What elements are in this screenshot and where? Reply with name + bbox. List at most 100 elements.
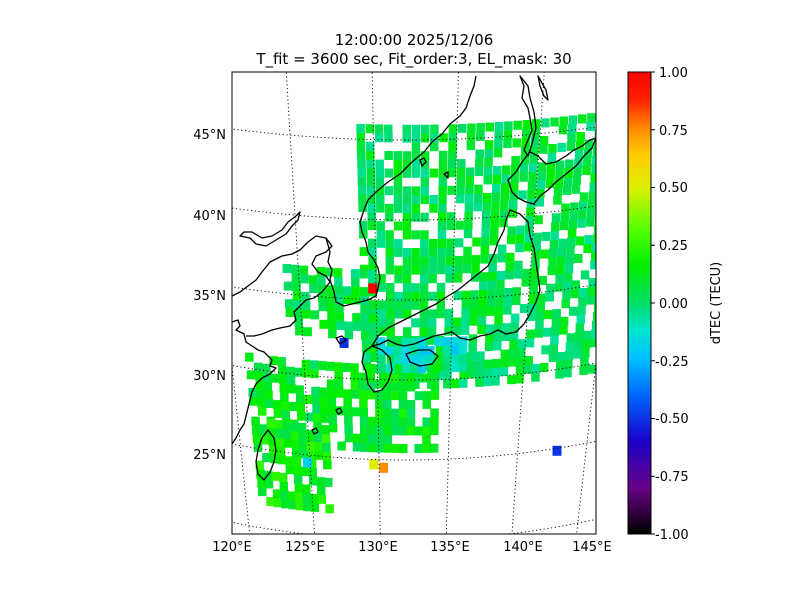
dtec-cell: [333, 268, 343, 278]
dtec-cell: [334, 371, 343, 381]
dtec-cell: [320, 413, 330, 423]
dtec-cell: [590, 260, 596, 270]
dtec-cell: [593, 225, 596, 235]
dtec-cell: [367, 425, 377, 435]
dtec-cell: [303, 394, 313, 404]
dtec-cell: [514, 260, 523, 270]
dtec-cell: [378, 318, 387, 327]
dtec-cell: [288, 402, 298, 411]
dtec-cell: [393, 195, 403, 205]
dtec-cell: [591, 251, 596, 261]
dtec-cell: [512, 296, 521, 305]
dtec-cell: [615, 265, 624, 274]
dtec-cell: [459, 336, 468, 346]
colorbar: 1.00 0.75 0.50 0.25 0.00 -0.25 -0.50 -0.…: [627, 66, 724, 543]
coast-china: [232, 319, 277, 445]
dtec-cell: [369, 331, 378, 341]
dtec-cell: [545, 179, 555, 189]
dtec-cell: [499, 209, 509, 219]
dtec-cell: [262, 372, 272, 382]
dtec-cell: [444, 326, 453, 336]
dtec-cell: [386, 300, 395, 310]
dtec-cell: [325, 267, 334, 277]
dtec-cell: [501, 332, 511, 341]
dtec-cell: [595, 285, 596, 295]
dtec-cell: [472, 237, 481, 247]
dtec-cell: [586, 217, 595, 227]
dtec-cell: [488, 271, 497, 281]
dtec-cell: [479, 281, 488, 290]
dtec-cell: [603, 293, 612, 302]
dtec-cell: [537, 293, 546, 303]
dtec-cell: [510, 313, 520, 323]
dtec-cell: [398, 417, 408, 427]
dtec-cell: [495, 288, 505, 298]
dtec-cell: [391, 408, 400, 418]
dtec-cell: [378, 326, 387, 336]
dtec-cell: [358, 220, 368, 230]
dtec-cell: [256, 469, 265, 479]
dtec-cell: [499, 367, 509, 377]
dtec-cell: [539, 144, 548, 154]
dtec-cell: [368, 278, 377, 288]
dtec-cell: [318, 302, 327, 312]
coast-island-1: [419, 157, 427, 167]
dtec-cell: [576, 132, 585, 141]
dtec-cell: [611, 222, 620, 231]
dtec-cell: [272, 489, 282, 499]
lon-tick-label-120: 120°E: [212, 540, 252, 555]
dtec-cell: [394, 247, 403, 257]
dtec-cell: [496, 271, 505, 280]
dtec-cell: [457, 123, 467, 133]
dtec-cell: [555, 273, 564, 283]
title-line-2: T_fit = 3600 sec, Fit_order:3, EL_mask: …: [256, 50, 572, 68]
dtec-cell: [492, 166, 502, 175]
dtec-cell: [414, 444, 423, 453]
dtec-cell: [335, 388, 344, 398]
dtec-cell: [356, 123, 365, 133]
dtec-cell: [532, 241, 541, 251]
dtec-cell: [409, 355, 419, 365]
dtec-cell: [336, 321, 345, 330]
dtec-cell: [309, 360, 319, 370]
dtec-cell: [276, 446, 286, 456]
dtec-cell: [375, 434, 385, 444]
dtec-cell: [456, 176, 465, 186]
dtec-cell: [539, 136, 549, 145]
map-frame: [231, 71, 597, 535]
dtec-cell: [306, 432, 315, 442]
dtec-cell: [453, 273, 463, 283]
dtec-cell: [398, 408, 408, 418]
dtec-cell: [469, 316, 478, 326]
dtec-cell: [302, 484, 311, 494]
dtec-cell: [516, 225, 525, 235]
dtec-cell: [616, 178, 625, 187]
dtec-cell: [308, 467, 317, 477]
dtec-cell: [494, 122, 504, 131]
dtec-cell: [360, 313, 370, 323]
dtec-cell: [367, 212, 376, 222]
dtec-cell: [359, 390, 368, 400]
dtec-cell: [612, 214, 621, 223]
dtec-cell: [283, 438, 293, 448]
dtec-cell: [375, 417, 384, 427]
dtec-cell: [586, 122, 595, 131]
dtec-cell: [445, 273, 454, 283]
dtec-cell: [273, 498, 283, 508]
dtec-cell: [577, 305, 586, 315]
dtec-cell: [326, 302, 336, 312]
dtec-cell: [527, 189, 536, 199]
dtec-cell: [604, 128, 613, 137]
dtec-cell: [557, 247, 567, 257]
dtec-cell: [282, 421, 291, 431]
dtec-cell: [310, 310, 320, 320]
dtec-cell: [420, 133, 430, 143]
dtec-cell: [419, 283, 429, 293]
dtec-cell: [366, 185, 376, 195]
dtec-cell: [513, 269, 523, 279]
colorbar-tick-label: -0.25: [655, 355, 689, 370]
colorbar-tick-label: 0.75: [659, 124, 688, 139]
dtec-cell: [476, 131, 485, 141]
dtec-cell: [535, 311, 545, 321]
